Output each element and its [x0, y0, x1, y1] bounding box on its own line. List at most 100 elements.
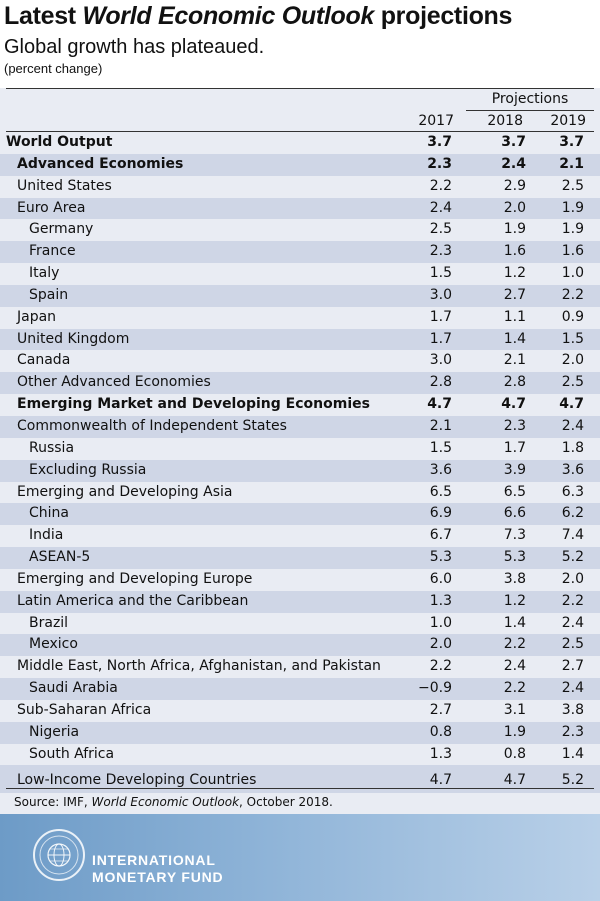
bottom-rule	[6, 788, 594, 789]
table-row: Sub-Saharan Africa 2.7 3.1 3.8	[0, 700, 600, 722]
table-body: World Output 3.7 3.7 3.7 Advanced Economies 2…	[0, 132, 600, 794]
row-label: Russia	[29, 439, 75, 456]
row-label: Emerging and Developing Asia	[17, 483, 233, 500]
value-2017: 5.3	[429, 549, 452, 566]
table-row: France 2.3 1.6 1.6	[0, 241, 600, 264]
table-row: Germany 2.5 1.9 1.9	[0, 219, 600, 241]
row-label: Latin America and the Caribbean	[17, 592, 249, 609]
row-label: Middle East, North Africa, Afghanistan, …	[17, 658, 381, 675]
subtitle: Global growth has plateaued.	[4, 36, 265, 58]
projections-rule	[466, 110, 594, 111]
title-plain: Latest	[4, 2, 83, 30]
value-2017: 2.1	[429, 417, 452, 434]
value-2017: 1.5	[429, 265, 452, 282]
value-2017: 3.0	[429, 286, 452, 303]
row-label: Excluding Russia	[29, 461, 147, 478]
value-2019: 2.2	[561, 286, 584, 303]
year-header-2017: 2017	[418, 113, 454, 129]
row-label: United States	[17, 177, 112, 194]
row-label: Commonwealth of Independent States	[17, 417, 287, 434]
value-2017: 6.5	[429, 483, 452, 500]
value-2017: 1.5	[429, 439, 452, 456]
source-italic: World Economic Outlook	[91, 795, 240, 809]
value-2018: 1.4	[503, 330, 526, 347]
value-2017: −0.9	[418, 680, 452, 697]
value-2017: 2.2	[429, 658, 452, 675]
imf-seal-icon	[33, 829, 85, 881]
table-row: South Africa 1.3 0.8 1.4	[0, 744, 600, 766]
value-2017: 2.0	[429, 636, 452, 653]
value-2019: 6.3	[561, 483, 584, 500]
table-row: Latin America and the Caribbean 1.3 1.2 2.2	[0, 590, 600, 613]
table-row: Russia 1.5 1.7 1.8	[0, 438, 600, 460]
value-2018: 1.4	[503, 614, 526, 631]
value-2018: 1.2	[503, 265, 526, 282]
value-2018: 1.9	[503, 723, 526, 740]
header-rule	[6, 131, 594, 132]
value-2017: 1.3	[429, 745, 452, 762]
row-label: Emerging and Developing Europe	[17, 570, 253, 587]
value-2018: 3.9	[503, 461, 526, 478]
table-row: Advanced Economies 2.3 2.4 2.1	[0, 153, 600, 176]
value-2019: 1.8	[561, 439, 584, 456]
table-row: Nigeria 0.8 1.9 2.3	[0, 721, 600, 744]
row-label: Other Advanced Economies	[17, 374, 211, 391]
row-label: Emerging Market and Developing Economies	[17, 396, 370, 413]
value-2017: 2.5	[429, 221, 452, 238]
row-label: Nigeria	[29, 723, 80, 740]
table-row: Spain 3.0 2.7 2.2	[0, 284, 600, 307]
year-header-2019: 2019	[550, 113, 586, 129]
table-row: Mexico 2.0 2.2 2.5	[0, 634, 600, 657]
table-row: Commonwealth of Independent States 2.1 2.3…	[0, 415, 600, 438]
table-row: United States 2.2 2.9 2.5	[0, 176, 600, 198]
value-2019: 3.6	[561, 461, 584, 478]
value-2019: 2.4	[561, 417, 584, 434]
value-2019: 2.5	[561, 177, 584, 194]
value-2018: 6.6	[503, 505, 526, 522]
value-2017: 1.0	[429, 614, 452, 631]
row-label: France	[29, 243, 76, 260]
value-2019: 2.4	[561, 614, 584, 631]
value-2018: 6.5	[503, 483, 526, 500]
value-2019: 1.9	[561, 199, 584, 216]
value-2018: 1.2	[503, 592, 526, 609]
value-2018: 2.1	[503, 352, 526, 369]
value-2017: 6.0	[429, 570, 452, 587]
header: Latest World Economic Outlook projection…	[0, 0, 600, 88]
value-2018: 2.9	[503, 177, 526, 194]
value-2017: 3.7	[427, 134, 452, 150]
value-2017: 0.8	[429, 723, 452, 740]
value-2018: 3.8	[503, 570, 526, 587]
value-2019: 5.2	[561, 549, 584, 566]
row-label: Mexico	[29, 636, 78, 653]
value-2019: 2.1	[559, 155, 584, 172]
table-row: Other Advanced Economies 2.8 2.8 2.5	[0, 372, 600, 395]
value-2018: 2.4	[501, 155, 526, 172]
value-2018: 1.7	[503, 439, 526, 456]
table-row: Saudi Arabia −0.9 2.2 2.4	[0, 678, 600, 700]
value-2017: 2.8	[429, 374, 452, 391]
value-2019: 5.2	[561, 772, 584, 789]
value-2018: 3.7	[501, 134, 526, 150]
value-2017: 2.3	[429, 243, 452, 260]
table-row: Emerging and Developing Europe 6.0 3.8 2.0	[0, 569, 600, 591]
row-label: Brazil	[29, 614, 69, 631]
value-2017: 6.9	[429, 505, 452, 522]
table-row: Middle East, North Africa, Afghanistan, …	[0, 656, 600, 678]
row-label: Spain	[29, 286, 69, 303]
table-row: World Output 3.7 3.7 3.7	[0, 132, 600, 154]
table-row: Brazil 1.0 1.4 2.4	[0, 613, 600, 635]
table-row: Excluding Russia 3.6 3.9 3.6	[0, 459, 600, 482]
value-2019: 2.7	[561, 658, 584, 675]
unit-label: (percent change)	[4, 61, 103, 76]
projections-table: Projections 2017 2018 2019 World Output 3…	[0, 88, 600, 814]
table-row: Canada 3.0 2.1 2.0	[0, 350, 600, 372]
imf-wordmark: INTERNATIONAL MONETARY FUND	[92, 852, 223, 886]
table-row: Italy 1.5 1.2 1.0	[0, 263, 600, 285]
table-row: United Kingdom 1.7 1.4 1.5	[0, 328, 600, 351]
row-label: Sub-Saharan Africa	[17, 701, 152, 718]
table-row: China 6.9 6.6 6.2	[0, 503, 600, 526]
value-2019: 1.9	[561, 221, 584, 238]
source-suffix: , October 2018.	[239, 795, 333, 809]
row-label: South Africa	[29, 745, 115, 762]
